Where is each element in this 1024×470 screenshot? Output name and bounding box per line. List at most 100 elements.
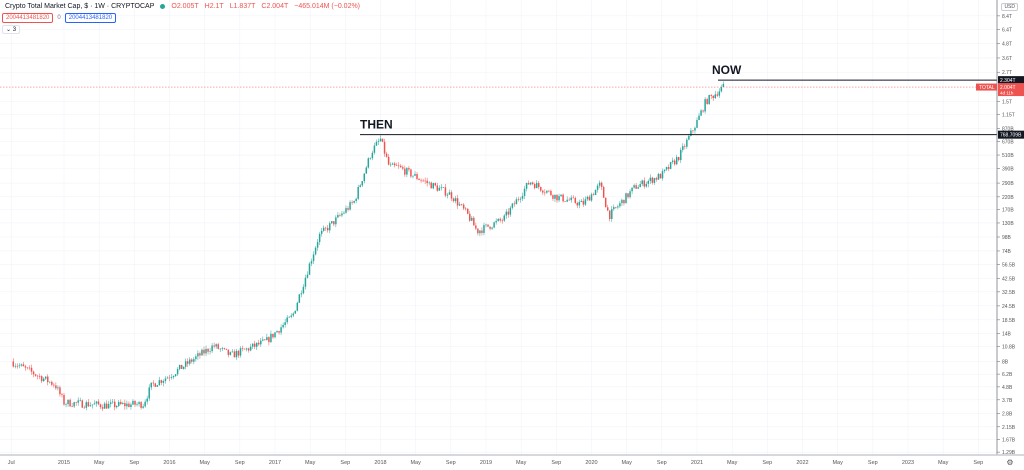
candle-body — [667, 167, 670, 169]
candle-body — [373, 145, 376, 153]
last-price-tag — [998, 83, 1024, 97]
candle-body — [95, 401, 98, 404]
candle-body — [36, 375, 39, 377]
candle-body — [633, 185, 635, 188]
y-tick-label: 390B — [1002, 166, 1014, 172]
x-tick-label: May — [938, 460, 949, 466]
candle-body — [266, 337, 268, 341]
y-tick-label: 1.67B — [1002, 437, 1016, 443]
candle-body — [140, 402, 142, 408]
candle-body — [434, 183, 437, 186]
price-axis[interactable]: 8.4T 6.4T 4.8T 3.6T 2.7T 1.5T 1.15T 870B 670B 510… — [997, 14, 1016, 456]
candle-body — [574, 198, 577, 203]
candle-body — [617, 206, 619, 208]
candle-body — [509, 207, 512, 215]
candle-body — [156, 385, 159, 387]
y-tick-label: 2.15B — [1002, 425, 1016, 431]
candle-body — [199, 353, 201, 356]
symbol-title[interactable]: Crypto Total Market Cap, $ · 1W · CRYPTO… — [5, 3, 155, 10]
annotation-text[interactable]: THEN — [360, 118, 393, 132]
y-tick-label: 8.4T — [1002, 14, 1012, 20]
candle-body — [191, 359, 193, 362]
candle-body — [505, 211, 508, 216]
x-tick-label: May — [305, 460, 316, 466]
horizontal-levels[interactable]: THEN NOW — [0, 63, 997, 136]
candle-body — [412, 175, 414, 177]
candle-body — [446, 194, 449, 196]
candle-body — [262, 339, 264, 341]
candle-body — [420, 179, 422, 181]
candle-body — [97, 401, 100, 405]
y-tick-label: 1.5T — [1002, 99, 1012, 105]
candle-body — [428, 182, 430, 184]
x-tick-label: May — [199, 460, 210, 466]
x-tick-label: 2020 — [585, 460, 597, 466]
candle-body — [268, 337, 270, 343]
candle-body — [272, 333, 274, 338]
candle-body — [99, 404, 102, 408]
y-tick-label: 220B — [1002, 195, 1014, 201]
candle-body — [355, 198, 357, 201]
candle-body — [233, 351, 236, 358]
y-tick-label: 18.5B — [1002, 318, 1016, 324]
candle-body — [487, 224, 489, 227]
y-tick-label: 2.7T — [1002, 70, 1012, 76]
settings-gear-icon[interactable]: ⚙ — [1006, 458, 1013, 467]
candle-body — [680, 149, 682, 161]
candle-body — [582, 200, 585, 205]
annotation-text[interactable]: NOW — [712, 63, 742, 77]
candle-body — [673, 160, 676, 165]
indicators-toggle-button[interactable]: ⌄ 3 — [2, 25, 21, 34]
y-tick-label: 24.5B — [1002, 304, 1016, 310]
candle-body — [61, 394, 63, 395]
candle-body — [625, 193, 627, 204]
y-tick-label: 290B — [1002, 181, 1014, 187]
candle-body — [28, 367, 31, 369]
y-tick-label: 4.8B — [1002, 385, 1013, 391]
series-name-tag — [976, 83, 997, 91]
x-tick-label: 2018 — [374, 460, 386, 466]
candle-body — [619, 203, 621, 207]
y-tick-label: 3.6T — [1002, 56, 1012, 62]
x-tick-label: May — [410, 460, 421, 466]
time-axis[interactable]: Jul 2015 May Sep 2016 May Sep 2017 May Sep 2018 May… — [8, 460, 983, 466]
y-tick-label: 32.5B — [1002, 290, 1016, 296]
x-tick-label: 2019 — [480, 460, 492, 466]
candle-body — [521, 195, 524, 199]
candle-body — [406, 168, 408, 175]
candle-body — [629, 191, 631, 198]
candle-body — [556, 194, 558, 201]
candle-body — [122, 403, 124, 404]
candle-body — [59, 387, 61, 395]
x-tick-label: Sep — [657, 460, 667, 466]
candle-body — [331, 221, 333, 224]
candle-body — [146, 398, 148, 402]
candle-body — [383, 141, 386, 154]
candle-body — [335, 217, 337, 225]
y-tick-label: 56.5B — [1002, 262, 1016, 268]
candle-body — [286, 317, 288, 323]
candle-body — [535, 182, 538, 189]
candle-body — [124, 403, 126, 407]
level-price-label: 2.304T — [1000, 78, 1016, 84]
candle-body — [93, 403, 96, 405]
currency-label[interactable]: USD — [1001, 3, 1018, 11]
candle-body — [671, 160, 674, 163]
y-tick-label: 4.8T — [1002, 42, 1012, 48]
indicator-value-a[interactable]: 2004413481820 — [2, 13, 54, 23]
y-tick-label: 1.15T — [1002, 113, 1015, 119]
candle-body — [564, 201, 566, 202]
candle-body — [162, 380, 165, 383]
y-tick-label: 510B — [1002, 153, 1014, 159]
candle-body — [304, 277, 307, 287]
y-tick-label: 6.2B — [1002, 372, 1013, 378]
candle-body — [481, 230, 483, 233]
candle-body — [499, 218, 501, 221]
x-tick-label: Sep — [340, 460, 350, 466]
candle-body — [111, 401, 114, 403]
candle-body — [398, 165, 400, 167]
candle-body — [284, 322, 286, 325]
candle-body — [237, 350, 240, 356]
indicator-value-b[interactable]: 2004413481820 — [64, 13, 117, 23]
